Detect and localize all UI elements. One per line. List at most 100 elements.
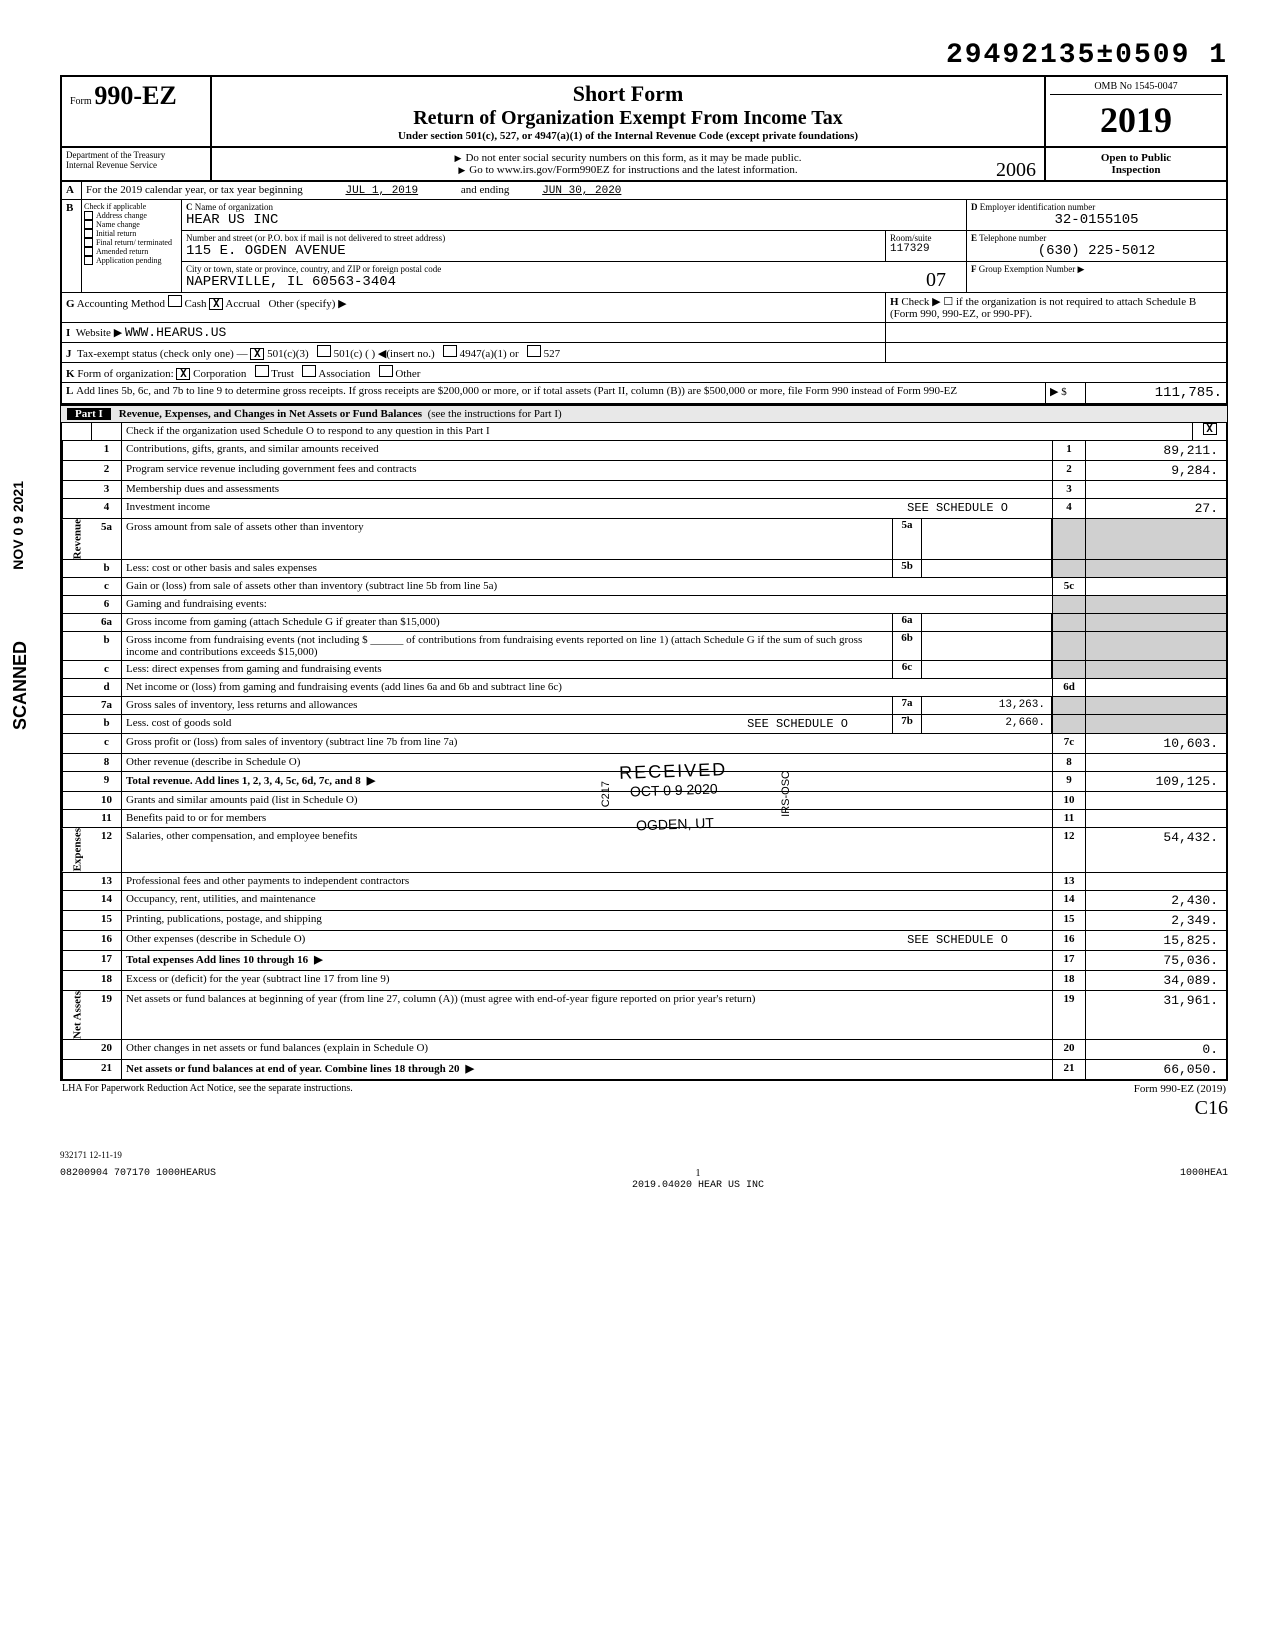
line-6b: bGross income from fundraising events (n… xyxy=(60,632,1228,661)
line-num: 18 xyxy=(92,971,122,990)
goto-text: Go to www.irs.gov/Form990EZ for instruct… xyxy=(216,164,1040,176)
line-desc: Other revenue (describe in Schedule O) xyxy=(122,754,1052,771)
line-desc: Grants and similar amounts paid (list in… xyxy=(122,792,1052,809)
schedule-o-ref: SEE SCHEDULE O xyxy=(907,501,1008,515)
scanned-stamp: SCANNED xyxy=(10,641,31,730)
line-5a: Revenue5aGross amount from sale of asset… xyxy=(60,519,1228,560)
cb-name[interactable]: Name change xyxy=(84,220,179,229)
line-desc: Net assets or fund balances at beginning… xyxy=(122,991,1052,1039)
omb-no: OMB No 1545-0047 xyxy=(1050,79,1222,95)
side-label xyxy=(62,734,92,753)
B-checks: Check if applicable Address change Name … xyxy=(82,200,182,292)
out-val: 89,211. xyxy=(1086,441,1226,460)
side-label xyxy=(62,971,92,990)
part1-x[interactable]: X xyxy=(1203,423,1217,435)
out-num xyxy=(1052,632,1086,660)
line-desc: Less. cost of goods soldSEE SCHEDULE O xyxy=(122,715,892,733)
line-num: c xyxy=(92,578,122,595)
cb-501c[interactable] xyxy=(317,345,331,357)
cb-init[interactable]: Initial return xyxy=(84,229,179,238)
org-addr: 115 E. OGDEN AVENUE xyxy=(186,243,881,259)
out-val xyxy=(1086,715,1226,733)
out-num: 7c xyxy=(1052,734,1086,753)
line-desc: Membership dues and assessments xyxy=(122,481,1052,498)
cb-other[interactable] xyxy=(379,365,393,377)
irs-osc-stamp: IRS-OSC xyxy=(780,771,792,817)
form-prefix: Form xyxy=(70,96,92,107)
line-num: 11 xyxy=(92,810,122,827)
side-label xyxy=(62,461,92,480)
cb-cash[interactable] xyxy=(168,295,182,307)
foot-right: 1000HEA1 xyxy=(1180,1168,1228,1191)
line-1: 1Contributions, gifts, grants, and simil… xyxy=(60,441,1228,461)
line-19: Net Assets19Net assets or fund balances … xyxy=(60,991,1228,1040)
out-num: 11 xyxy=(1052,810,1086,827)
side-label xyxy=(62,810,92,827)
cb-assoc[interactable] xyxy=(302,365,316,377)
room-label: Room/suite xyxy=(890,233,962,243)
D-label: Employer identification number xyxy=(980,202,1095,212)
cb-addr[interactable]: Address change xyxy=(84,211,179,220)
out-val: 109,125. xyxy=(1086,772,1226,791)
cb-trust[interactable] xyxy=(255,365,269,377)
line-14: 14Occupancy, rent, utilities, and mainte… xyxy=(60,891,1228,911)
side-label xyxy=(62,951,92,970)
side-label xyxy=(62,911,92,930)
line-num: 17 xyxy=(92,951,122,970)
label-B: B xyxy=(62,200,82,292)
open-l2: Inspection xyxy=(1050,164,1222,176)
line-desc: Gross sales of inventory, less returns a… xyxy=(122,697,892,714)
line-desc: Net assets or fund balances at end of ye… xyxy=(122,1060,1052,1079)
line-desc: Gain or (loss) from sale of assets other… xyxy=(122,578,1052,595)
out-num: 18 xyxy=(1052,971,1086,990)
out-num xyxy=(1052,560,1086,577)
out-num: 15 xyxy=(1052,911,1086,930)
out-val: 31,961. xyxy=(1086,991,1226,1039)
doc-number: 29492135±0509 1 xyxy=(60,40,1228,71)
out-val: 54,432. xyxy=(1086,828,1226,871)
out-val: 10,603. xyxy=(1086,734,1226,753)
line-4: 4Investment incomeSEE SCHEDULE O427. xyxy=(60,499,1228,519)
K-label: Form of organization: xyxy=(77,368,173,380)
line-desc: Contributions, gifts, grants, and simila… xyxy=(122,441,1052,460)
cb-pend[interactable]: Application pending xyxy=(84,256,179,265)
out-val: 34,089. xyxy=(1086,971,1226,990)
side-label xyxy=(62,754,92,771)
cb-4947[interactable] xyxy=(443,345,457,357)
cb-corp[interactable]: X xyxy=(176,368,190,380)
line-num: 8 xyxy=(92,754,122,771)
out-num xyxy=(1052,715,1086,733)
mid-num: 6a xyxy=(892,614,922,631)
F-label: Group Exemption Number ▶ xyxy=(979,264,1085,274)
org-city: NAPERVILLE, IL 60563-3404 xyxy=(186,274,962,290)
cb-501c3[interactable]: X xyxy=(250,348,264,360)
rev-foot: 932171 12-11-19 xyxy=(60,1150,1228,1160)
line-num: 5a xyxy=(92,519,122,559)
out-val xyxy=(1086,792,1226,809)
cb-527[interactable] xyxy=(527,345,541,357)
line-7b: bLess. cost of goods soldSEE SCHEDULE O7… xyxy=(60,715,1228,734)
cb-amend[interactable]: Amended return xyxy=(84,247,179,256)
out-val xyxy=(1086,560,1226,577)
line-16: 16Other expenses (describe in Schedule O… xyxy=(60,931,1228,951)
A-end: JUN 30, 2020 xyxy=(542,185,621,197)
cb-accrual[interactable]: X xyxy=(209,298,223,310)
out-val xyxy=(1086,596,1226,613)
out-num: 1 xyxy=(1052,441,1086,460)
cb-final[interactable]: Final return/ terminated xyxy=(84,238,179,247)
row-GH: G Accounting Method Cash X Accrual Other… xyxy=(60,293,1228,323)
out-num: 16 xyxy=(1052,931,1086,950)
out-val xyxy=(1086,661,1226,678)
line-num: 16 xyxy=(92,931,122,950)
line-6d: dNet income or (loss) from gaming and fu… xyxy=(60,679,1228,697)
part1-title: Revenue, Expenses, and Changes in Net As… xyxy=(119,408,422,420)
scan-date-stamp: NOV 0 9 2021 xyxy=(10,481,26,570)
mid-val xyxy=(922,560,1052,577)
line-desc: Professional fees and other payments to … xyxy=(122,873,1052,890)
line-13: 13Professional fees and other payments t… xyxy=(60,873,1228,891)
line-num: 6a xyxy=(92,614,122,631)
lha-text: LHA For Paperwork Reduction Act Notice, … xyxy=(60,1081,1132,1097)
L-arrow: ▶ $ xyxy=(1046,383,1086,403)
line-3: 3Membership dues and assessments3 xyxy=(60,481,1228,499)
line-num: 20 xyxy=(92,1040,122,1059)
